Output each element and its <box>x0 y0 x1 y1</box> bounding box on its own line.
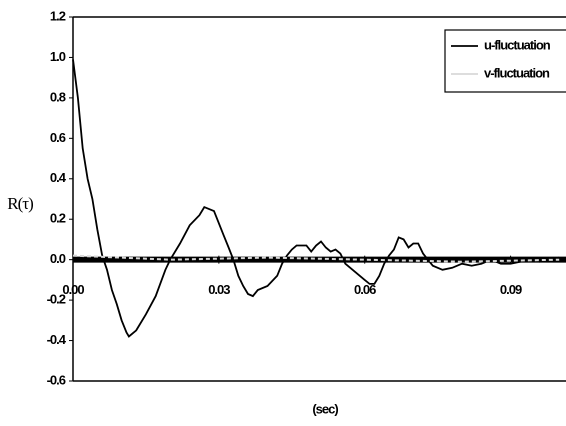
legend-label: v-fluctuation <box>484 65 550 80</box>
y-tick-label: 0.4 <box>50 170 67 185</box>
x-tick-label: 0.03 <box>208 282 230 297</box>
x-tick-label: 0.06 <box>354 282 376 297</box>
legend-label: u-fluctuation <box>484 37 551 52</box>
y-tick-label: -0.2 <box>47 292 66 307</box>
y-tick-label: 1.0 <box>50 49 66 64</box>
y-axis-label: R(τ) <box>7 194 33 213</box>
y-tick-label: 1.2 <box>50 8 66 23</box>
y-tick-label: 0.2 <box>50 211 66 226</box>
legend-box <box>444 29 566 93</box>
y-tick-label: 0.0 <box>50 251 66 266</box>
y-tick-label: 0.8 <box>50 89 66 104</box>
y-tick-label: -0.6 <box>47 372 66 387</box>
x-tick-label: 0.00 <box>62 282 84 297</box>
x-tick-label: 0.09 <box>500 282 522 297</box>
x-axis-label: (sec) <box>312 401 338 416</box>
y-tick-label: 0.6 <box>50 130 66 145</box>
y-tick-label: -0.4 <box>47 332 67 347</box>
series-line <box>72 59 560 338</box>
